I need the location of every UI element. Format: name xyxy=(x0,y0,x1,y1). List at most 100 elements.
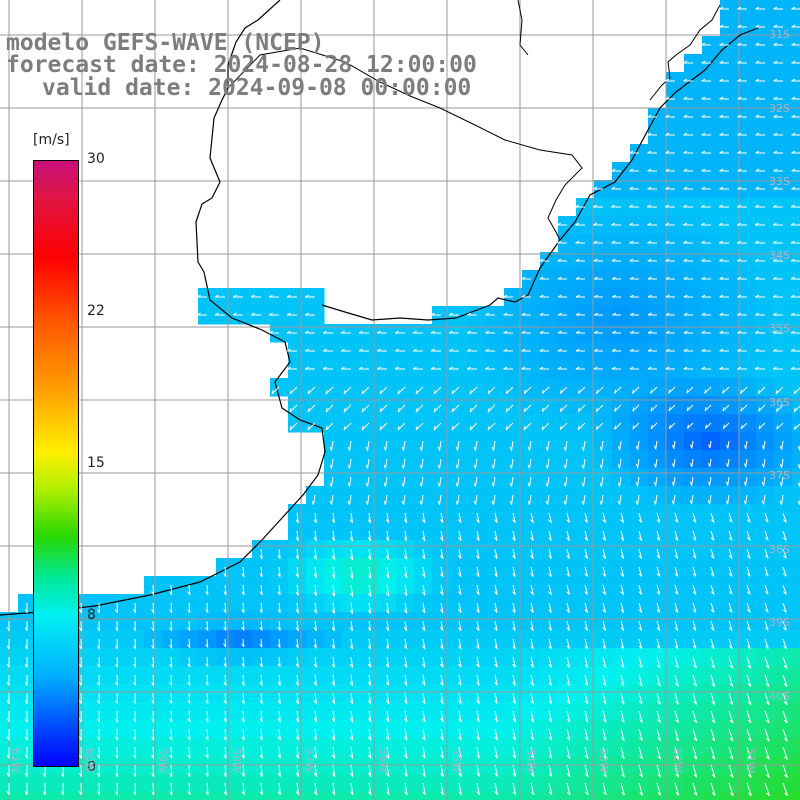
wind-arrow xyxy=(656,620,661,631)
wind-arrow-head xyxy=(602,537,606,541)
wind-arrow-head xyxy=(539,294,544,298)
wind-arrow-head xyxy=(797,500,800,505)
wind-cell xyxy=(468,342,487,361)
lat-label: 32S xyxy=(769,101,790,115)
wind-arrow-head xyxy=(566,682,571,686)
wind-arrow xyxy=(728,764,734,778)
wind-arrow-head xyxy=(6,627,10,632)
wind-arrow xyxy=(188,656,191,668)
wind-arrow xyxy=(397,422,406,431)
wind-arrow xyxy=(296,746,299,759)
wind-arrow-head xyxy=(776,425,779,430)
wind-arrow xyxy=(602,548,607,559)
wind-arrow xyxy=(710,602,715,613)
wind-arrow xyxy=(745,476,748,486)
wind-arrow-head xyxy=(397,389,400,395)
wind-arrow-head xyxy=(349,519,353,524)
wind-arrow-head xyxy=(331,574,336,579)
wind-arrow xyxy=(530,728,535,741)
wind-arrow xyxy=(674,512,679,523)
wind-arrow xyxy=(307,386,316,395)
wind-cell xyxy=(306,324,325,343)
wind-arrow-head xyxy=(791,168,796,172)
wind-arrow xyxy=(541,404,550,413)
wind-cell xyxy=(774,324,793,343)
wind-cell xyxy=(324,360,343,379)
wind-arrow-head xyxy=(114,609,118,614)
wind-cell xyxy=(468,306,487,325)
wind-arrow xyxy=(404,746,408,759)
wind-cell xyxy=(612,180,631,199)
wind-arrow-head xyxy=(295,663,299,668)
wind-arrow-head xyxy=(566,773,571,778)
wind-cell xyxy=(666,234,685,253)
wind-cell xyxy=(468,324,487,343)
wind-arrow-head xyxy=(368,791,372,796)
wind-arrow xyxy=(494,674,498,686)
wind-arrow-head xyxy=(557,240,562,244)
wind-arrow-head xyxy=(575,276,580,280)
wind-arrow-head xyxy=(539,348,544,352)
wind-arrow xyxy=(565,440,568,451)
wind-arrow xyxy=(782,638,787,649)
wind-cell xyxy=(738,792,757,800)
wind-arrow xyxy=(152,764,155,777)
wind-arrow-head xyxy=(614,407,617,412)
wind-arrow xyxy=(422,548,426,559)
wind-arrow xyxy=(206,602,209,613)
wind-arrow-head xyxy=(530,718,534,723)
wind-arrow xyxy=(620,782,625,796)
wind-arrow-head xyxy=(24,681,28,686)
wind-arrow-head xyxy=(313,681,317,686)
wind-arrow xyxy=(350,746,354,759)
wind-arrow xyxy=(440,782,444,795)
wind-arrow xyxy=(512,674,516,686)
wind-arrow-head xyxy=(277,609,281,614)
wind-arrow xyxy=(668,386,676,394)
wind-arrow-head xyxy=(746,519,751,523)
wind-arrow-head xyxy=(6,772,10,777)
wind-arrow xyxy=(728,782,734,796)
wind-arrow-head xyxy=(151,772,155,777)
wind-arrow-head xyxy=(783,701,788,706)
wind-arrow xyxy=(578,386,586,394)
wind-arrow-head xyxy=(747,774,752,778)
wind-arrow-head xyxy=(719,294,724,298)
wind-cell xyxy=(630,144,649,163)
wind-cell xyxy=(630,180,649,199)
wind-arrow-head xyxy=(530,736,534,741)
wind-cell xyxy=(684,360,703,379)
wind-arrow-head xyxy=(707,481,711,486)
wind-cell xyxy=(504,342,523,361)
wind-arrow xyxy=(98,782,101,795)
wind-arrow xyxy=(368,710,372,722)
wind-arrow xyxy=(404,602,408,614)
wind-arrow-head xyxy=(793,425,797,430)
wind-cell xyxy=(468,792,487,800)
wind-arrow-head xyxy=(331,681,335,686)
wind-cell xyxy=(252,306,271,325)
wind-arrow-head xyxy=(440,700,444,704)
wind-arrow-head xyxy=(693,701,697,705)
wind-arrow-head xyxy=(674,627,679,631)
wind-arrow-head xyxy=(401,446,404,451)
wind-arrow-head xyxy=(6,663,10,668)
wind-arrow xyxy=(242,692,245,704)
wind-arrow-head xyxy=(559,389,562,394)
wind-arrow xyxy=(476,782,480,795)
wind-cell xyxy=(756,342,775,361)
wind-arrow-head xyxy=(485,348,490,352)
wind-cell xyxy=(666,198,685,217)
wind-arrow-head xyxy=(512,718,516,723)
wind-cell xyxy=(504,306,523,325)
wind-arrow-head xyxy=(791,24,796,28)
wind-arrow xyxy=(440,656,444,668)
wind-arrow xyxy=(296,584,299,596)
wind-arrow xyxy=(547,458,550,469)
wind-arrow xyxy=(451,404,460,413)
wind-cell xyxy=(414,792,433,800)
wind-arrow xyxy=(422,620,426,631)
wind-arrow-head xyxy=(295,537,299,542)
wind-arrow-head xyxy=(705,424,708,429)
wind-cell xyxy=(774,792,793,800)
